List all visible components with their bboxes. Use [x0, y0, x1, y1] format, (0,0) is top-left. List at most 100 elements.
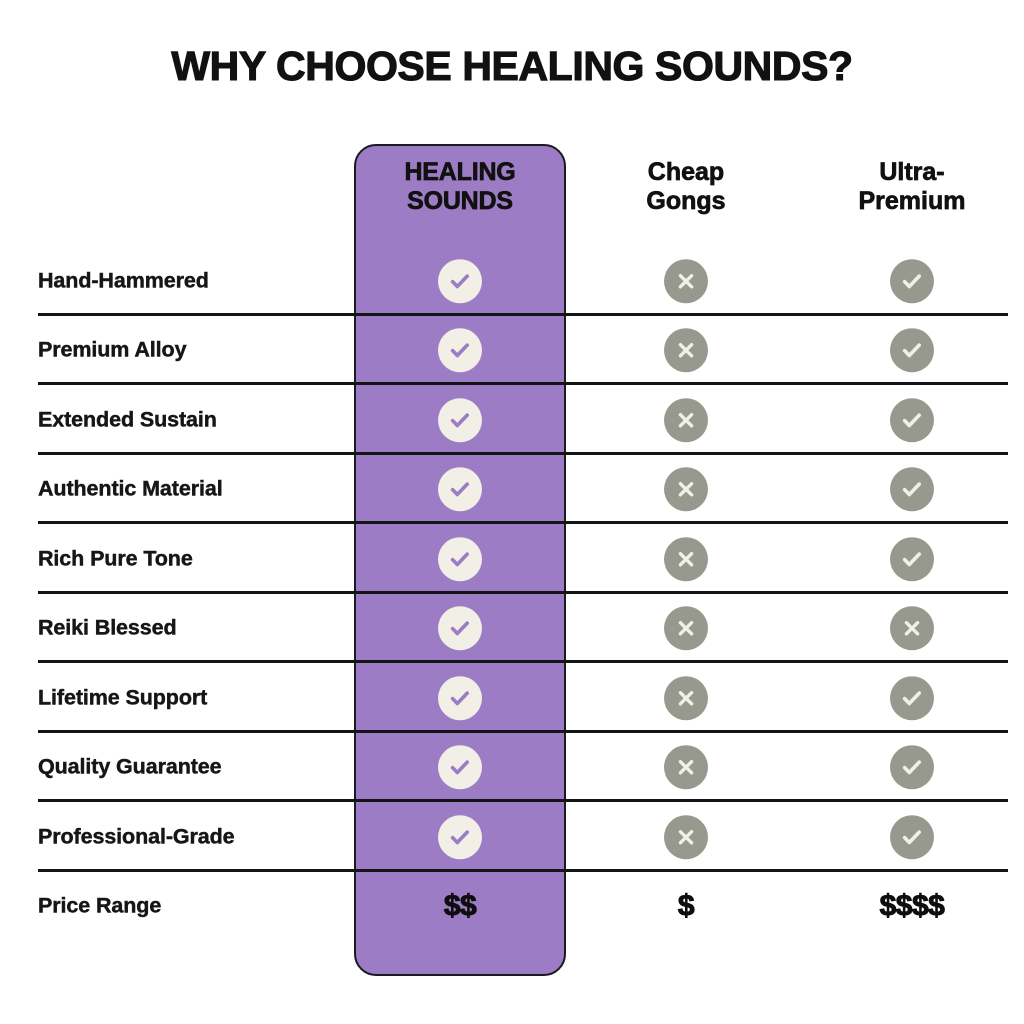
cell-healing	[354, 316, 566, 386]
table-row: Hand-Hammered	[0, 246, 1024, 316]
row-divider	[38, 868, 1008, 872]
row-label: Price Range	[38, 893, 162, 918]
cell-cheap	[586, 246, 786, 316]
column-header-ultra-premium: Ultra- Premium	[812, 158, 1012, 217]
table-row: Authentic Material	[0, 455, 1024, 525]
comparison-rows: Hand-Hammered Premium Alloy Extended Susta…	[0, 246, 1024, 941]
check-circle-icon	[438, 536, 482, 581]
cross-circle-icon	[890, 606, 934, 651]
row-divider	[38, 382, 1008, 385]
cell-cheap	[586, 455, 786, 525]
table-row: Premium Alloy	[0, 316, 1024, 386]
cross-circle-icon	[664, 606, 708, 651]
cell-healing	[354, 733, 566, 803]
cell-cheap	[586, 524, 786, 594]
cell-healing	[354, 663, 566, 733]
row-label: Premium Alloy	[38, 337, 187, 362]
row-divider	[38, 451, 1008, 455]
row-label: Rich Pure Tone	[38, 546, 193, 571]
price-value-cheap: $	[677, 889, 695, 923]
row-label: Quality Guarantee	[38, 754, 222, 779]
cross-circle-icon	[664, 814, 708, 859]
table-row: Rich Pure Tone	[0, 524, 1024, 594]
cell-cheap: $	[586, 872, 786, 942]
cell-healing	[354, 385, 566, 455]
cell-ultra	[812, 385, 1012, 455]
cell-healing	[354, 246, 566, 316]
cross-circle-icon	[664, 258, 708, 303]
cell-ultra	[812, 594, 1012, 664]
check-circle-icon	[438, 814, 482, 859]
cell-healing	[354, 524, 566, 594]
check-circle-icon	[890, 467, 934, 512]
cell-cheap	[586, 802, 786, 872]
check-circle-icon	[438, 258, 482, 303]
check-circle-icon	[890, 745, 934, 790]
column-header-healing-sounds-line1: HEALING	[404, 158, 516, 187]
cell-ultra	[812, 246, 1012, 316]
price-value-ultra: $$$$	[879, 889, 945, 923]
check-circle-icon	[438, 467, 482, 512]
cross-circle-icon	[664, 397, 708, 442]
cell-healing	[354, 594, 566, 664]
cell-healing: $$	[354, 872, 566, 942]
check-circle-icon	[438, 328, 482, 373]
cell-ultra	[812, 524, 1012, 594]
price-value-healing: $$	[443, 889, 477, 923]
cell-cheap	[586, 316, 786, 386]
cross-circle-icon	[664, 536, 708, 581]
row-divider	[38, 660, 1008, 663]
cell-cheap	[586, 733, 786, 803]
check-circle-icon	[890, 258, 934, 303]
cell-ultra	[812, 663, 1012, 733]
check-circle-icon	[438, 745, 482, 790]
page-title: WHY CHOOSE HEALING SOUNDS?	[171, 43, 854, 89]
cell-ultra	[812, 733, 1012, 803]
cross-circle-icon	[664, 467, 708, 512]
column-header-cheap-gongs-line1: Cheap	[647, 158, 725, 187]
column-header-cheap-gongs-line2: Gongs	[646, 187, 726, 216]
check-circle-icon	[890, 536, 934, 581]
column-header-ultra-premium-line2: Premium	[858, 187, 966, 216]
cross-circle-icon	[664, 745, 708, 790]
row-label: Reiki Blessed	[38, 615, 177, 640]
row-label: Extended Sustain	[38, 407, 217, 432]
table-row: Price Range $$ $ $$$$	[0, 872, 1024, 942]
cell-ultra	[812, 455, 1012, 525]
column-header-ultra-premium-line1: Ultra-	[879, 158, 945, 187]
check-circle-icon	[890, 675, 934, 720]
check-circle-icon	[890, 814, 934, 859]
row-label: Hand-Hammered	[38, 268, 209, 293]
column-header-healing-sounds: HEALING SOUNDS	[354, 158, 566, 217]
table-row: Lifetime Support	[0, 663, 1024, 733]
row-divider	[38, 312, 1008, 316]
cell-healing	[354, 802, 566, 872]
row-divider	[38, 729, 1008, 733]
check-circle-icon	[438, 675, 482, 720]
cross-circle-icon	[664, 328, 708, 373]
check-circle-icon	[438, 397, 482, 442]
cell-cheap	[586, 594, 786, 664]
cell-healing	[354, 455, 566, 525]
row-label: Professional-Grade	[38, 824, 235, 849]
table-row: Professional-Grade	[0, 802, 1024, 872]
column-header-healing-sounds-line2: SOUNDS	[407, 187, 514, 216]
table-row: Extended Sustain	[0, 385, 1024, 455]
cell-ultra	[812, 802, 1012, 872]
row-divider	[38, 521, 1008, 524]
row-label: Lifetime Support	[38, 685, 208, 710]
cell-ultra	[812, 316, 1012, 386]
table-row: Reiki Blessed	[0, 594, 1024, 664]
column-header-cheap-gongs: Cheap Gongs	[586, 158, 786, 217]
cell-cheap	[586, 663, 786, 733]
check-circle-icon	[890, 397, 934, 442]
check-circle-icon	[890, 328, 934, 373]
cell-cheap	[586, 385, 786, 455]
check-circle-icon	[438, 606, 482, 651]
table-row: Quality Guarantee	[0, 733, 1024, 803]
row-divider	[38, 799, 1008, 802]
cell-ultra: $$$$	[812, 872, 1012, 942]
row-divider	[38, 590, 1008, 594]
cross-circle-icon	[664, 675, 708, 720]
